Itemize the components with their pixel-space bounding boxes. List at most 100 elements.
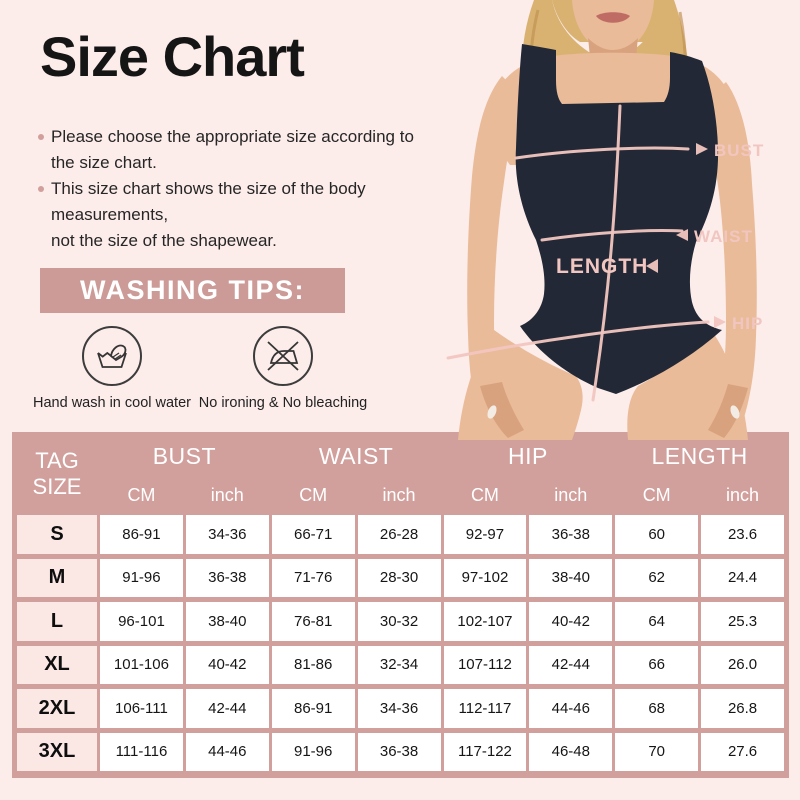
value-cell: 23.6 <box>701 515 784 554</box>
note-line: This size chart shows the size of the bo… <box>51 179 366 224</box>
value-cell: 36-38 <box>185 558 269 597</box>
value-cell: 46-48 <box>529 732 613 771</box>
size-cell: 2XL <box>17 689 97 728</box>
bullet-icon <box>38 134 44 140</box>
arrow-right-icon <box>696 143 708 155</box>
unit-header-cm: CM <box>443 480 527 510</box>
tag-label: TAG <box>35 447 79 473</box>
value-cell: 91-96 <box>271 732 355 771</box>
value-cell: 28-30 <box>357 558 441 597</box>
size-cell: XL <box>17 645 97 684</box>
size-cell: 3XL <box>17 732 97 771</box>
value-cell: 30-32 <box>357 602 441 641</box>
washing-tips-banner: WASHING TIPS: <box>40 268 345 313</box>
table-header-waist: WAIST <box>271 437 441 475</box>
face <box>572 0 654 54</box>
value-cell: 96-101 <box>100 602 183 641</box>
value-cell: 81-86 <box>271 645 355 684</box>
table-header-hip: HIP <box>443 437 613 475</box>
unit-header-inch: inch <box>701 480 784 510</box>
hip-label: HIP <box>732 314 763 333</box>
size-cell: M <box>17 558 97 597</box>
value-cell: 25.3 <box>701 602 784 641</box>
value-cell: 38-40 <box>529 558 613 597</box>
bodysuit <box>515 44 722 394</box>
value-cell: 111-116 <box>100 732 183 771</box>
value-cell: 107-112 <box>443 645 527 684</box>
size-label: SIZE <box>32 473 82 499</box>
value-cell: 34-36 <box>185 515 269 554</box>
arrow-right-icon <box>714 316 726 328</box>
table-header-bust: BUST <box>100 437 269 475</box>
value-cell: 76-81 <box>271 602 355 641</box>
lips <box>596 12 630 23</box>
value-cell: 40-42 <box>529 602 613 641</box>
value-cell: 32-34 <box>357 645 441 684</box>
care-label: Hand wash in cool water <box>33 395 191 411</box>
length-line <box>591 104 622 402</box>
value-cell: 26.0 <box>701 645 784 684</box>
care-label: No ironing & No bleaching <box>198 395 368 411</box>
value-cell: 44-46 <box>529 689 613 728</box>
unit-header-inch: inch <box>529 480 613 510</box>
bust-label: BUST <box>714 141 764 160</box>
left-hand <box>480 382 524 438</box>
value-cell: 27.6 <box>701 732 784 771</box>
bullet-icon <box>38 186 44 192</box>
waist-line <box>540 228 684 242</box>
value-cell: 38-40 <box>185 602 269 641</box>
value-cell: 106-111 <box>100 689 183 728</box>
value-cell: 60 <box>615 515 699 554</box>
value-cell: 97-102 <box>443 558 527 597</box>
value-cell: 26-28 <box>357 515 441 554</box>
fingernail <box>730 405 740 419</box>
arrow-left-icon <box>646 259 658 273</box>
value-cell: 101-106 <box>100 645 183 684</box>
value-cell: 64 <box>615 602 699 641</box>
value-cell: 66-71 <box>271 515 355 554</box>
value-cell: 36-38 <box>529 515 613 554</box>
value-cell: 62 <box>615 558 699 597</box>
value-cell: 71-76 <box>271 558 355 597</box>
value-cell: 42-44 <box>529 645 613 684</box>
hand-wash-icon <box>82 326 142 386</box>
value-cell: 40-42 <box>185 645 269 684</box>
unit-header-inch: inch <box>357 480 441 510</box>
no-iron-icon <box>253 326 313 386</box>
care-item-no-iron: No ironing & No bleaching <box>191 326 375 411</box>
waist-label: WAIST <box>694 227 753 246</box>
care-item-hand-wash: Hand wash in cool water <box>20 326 204 411</box>
page-title: Size Chart <box>40 25 305 88</box>
value-cell: 117-122 <box>443 732 527 771</box>
value-cell: 86-91 <box>100 515 183 554</box>
value-cell: 86-91 <box>271 689 355 728</box>
table-header-tag-size: TAG SIZE <box>17 437 97 510</box>
value-cell: 42-44 <box>185 689 269 728</box>
size-cell: S <box>17 515 97 554</box>
care-instructions: Hand wash in cool water No ironing & No … <box>0 326 440 422</box>
right-hand <box>708 384 748 438</box>
value-cell: 26.8 <box>701 689 784 728</box>
arrow-left-icon <box>676 229 688 241</box>
note-line: Please choose the appropriate size accor… <box>51 127 414 146</box>
bust-line <box>514 146 690 160</box>
length-label: LENGTH <box>556 255 648 278</box>
unit-header-cm: CM <box>100 480 183 510</box>
unit-header-inch: inch <box>185 480 269 510</box>
size-table: TAG SIZE BUST WAIST HIP LENGTH CM inch C… <box>12 432 789 778</box>
note-line: not the size of the shapewear. <box>51 231 277 250</box>
notes-list: Please choose the appropriate size accor… <box>38 124 458 254</box>
unit-header-cm: CM <box>271 480 355 510</box>
value-cell: 70 <box>615 732 699 771</box>
size-cell: L <box>17 602 97 641</box>
value-cell: 68 <box>615 689 699 728</box>
note-item: Please choose the appropriate size accor… <box>38 124 458 176</box>
left-arm <box>467 76 522 440</box>
value-cell: 66 <box>615 645 699 684</box>
value-cell: 91-96 <box>100 558 183 597</box>
value-cell: 102-107 <box>443 602 527 641</box>
right-arm <box>702 82 757 440</box>
value-cell: 34-36 <box>357 689 441 728</box>
table-header-length: LENGTH <box>615 437 784 475</box>
